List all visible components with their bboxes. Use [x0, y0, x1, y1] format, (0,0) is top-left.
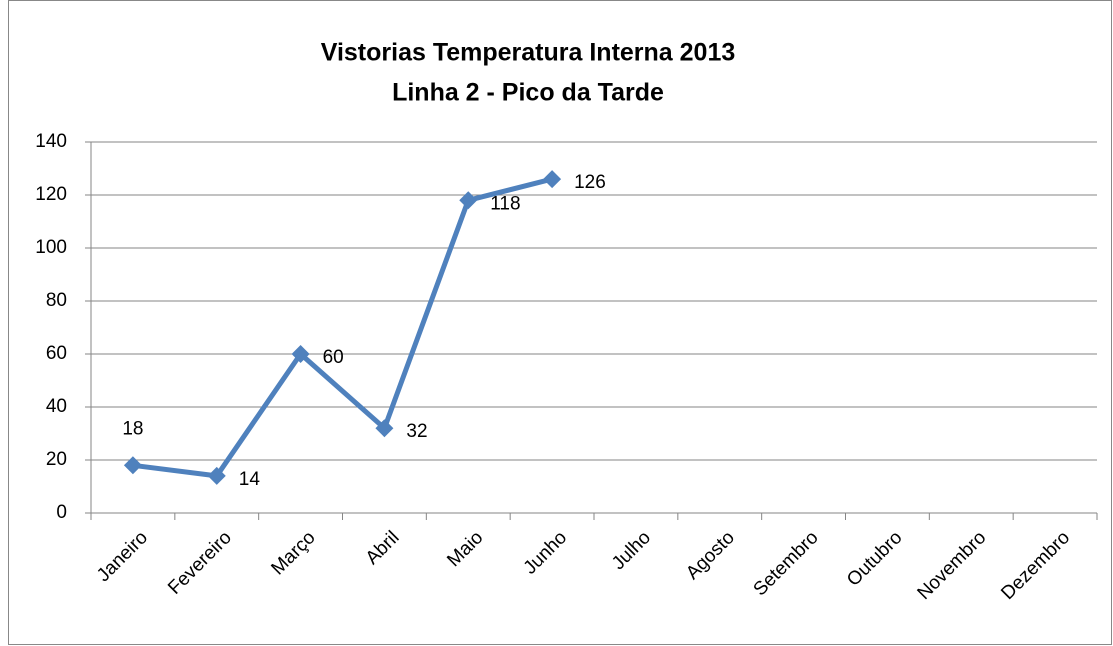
series-line	[132, 176, 553, 479]
data-marker	[291, 345, 310, 363]
data-marker	[207, 466, 226, 485]
chart-subtitle: Linha 2 - Pico da Tarde	[392, 79, 664, 107]
data-marker	[543, 170, 562, 189]
data-label: 14	[239, 469, 261, 490]
y-tick-label: 140	[35, 131, 67, 152]
chart-title: Vistorias Temperatura Interna 2013	[321, 39, 736, 67]
data-label: 18	[122, 418, 143, 439]
data-label: 118	[490, 193, 520, 214]
data-marker	[375, 419, 394, 438]
data-label: 60	[323, 347, 344, 368]
data-label: 126	[574, 172, 606, 193]
data-label: 32	[406, 421, 427, 442]
y-tick-label: 120	[35, 184, 67, 205]
chart-border	[8, 0, 1112, 645]
y-tick-label: 80	[46, 290, 67, 311]
y-tick-label: 100	[35, 237, 67, 258]
data-marker	[459, 191, 478, 210]
data-marker	[123, 456, 142, 475]
y-tick-label: 0	[56, 502, 67, 523]
y-tick-label: 60	[46, 343, 67, 364]
y-tick-label: 40	[46, 396, 67, 417]
y-tick-label: 20	[46, 449, 67, 470]
